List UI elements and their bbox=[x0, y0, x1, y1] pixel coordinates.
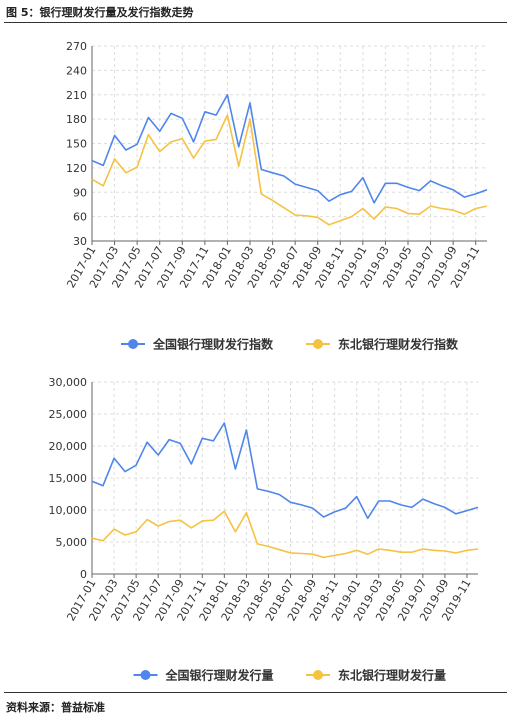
volume-legend-marker bbox=[313, 670, 323, 680]
index-legend-label: 东北银行理财发行指数 bbox=[338, 337, 459, 352]
index-legend-marker bbox=[128, 339, 138, 349]
index-legend-label: 全国银行理财发行指数 bbox=[152, 337, 274, 352]
footer-divider bbox=[4, 692, 507, 693]
index-y-tick-label: 180 bbox=[66, 113, 87, 126]
source-note: 资料来源：普益标准 bbox=[6, 701, 105, 714]
title-divider bbox=[4, 22, 507, 23]
volume-legend-marker bbox=[140, 670, 151, 680]
volume-y-tick-label: 10,000 bbox=[49, 504, 88, 517]
volume-y-tick-label: 15,000 bbox=[49, 472, 88, 485]
index-series-line-national bbox=[91, 94, 488, 204]
volume-y-tick-label: 30,000 bbox=[49, 376, 88, 389]
index-line-chart: 3060901201501802102402702017-012017-0320… bbox=[64, 40, 488, 352]
index-y-tick-label: 270 bbox=[66, 40, 87, 53]
volume-y-tick-label: 20,000 bbox=[49, 440, 88, 453]
volume-legend-item: 全国银行理财发行量 bbox=[133, 668, 274, 683]
volume-y-tick-label: 0 bbox=[80, 568, 87, 581]
volume-series-line-northeast bbox=[91, 510, 479, 559]
index-y-tick-label: 60 bbox=[73, 211, 87, 224]
volume-y-tick-label: 25,000 bbox=[49, 408, 88, 421]
index-y-tick-label: 30 bbox=[73, 235, 87, 248]
volume-series-line-national bbox=[91, 422, 479, 520]
index-grid bbox=[92, 45, 487, 241]
index-legend-item: 东北银行理财发行指数 bbox=[306, 337, 459, 352]
index-y-tick-label: 240 bbox=[66, 64, 87, 77]
index-y-tick-label: 120 bbox=[66, 162, 87, 175]
index-y-tick-label: 150 bbox=[66, 138, 87, 151]
index-y-tick-label: 90 bbox=[73, 186, 87, 199]
index-y-tick-label: 210 bbox=[66, 89, 87, 102]
index-legend-item: 全国银行理财发行指数 bbox=[121, 337, 274, 352]
volume-legend-item: 东北银行理财发行量 bbox=[306, 668, 446, 683]
volume-y-tick-label: 5,000 bbox=[56, 536, 88, 549]
index-legend-marker bbox=[313, 339, 323, 349]
volume-line-chart: 05,00010,00015,00020,00025,00030,0002017… bbox=[49, 376, 479, 683]
volume-grid bbox=[92, 381, 478, 574]
volume-legend-label: 东北银行理财发行量 bbox=[338, 668, 446, 683]
volume-legend-label: 全国银行理财发行量 bbox=[165, 668, 274, 683]
index-series-line-northeast bbox=[91, 114, 488, 226]
page-title: 图 5：银行理财发行量及发行指数走势 bbox=[6, 6, 194, 19]
